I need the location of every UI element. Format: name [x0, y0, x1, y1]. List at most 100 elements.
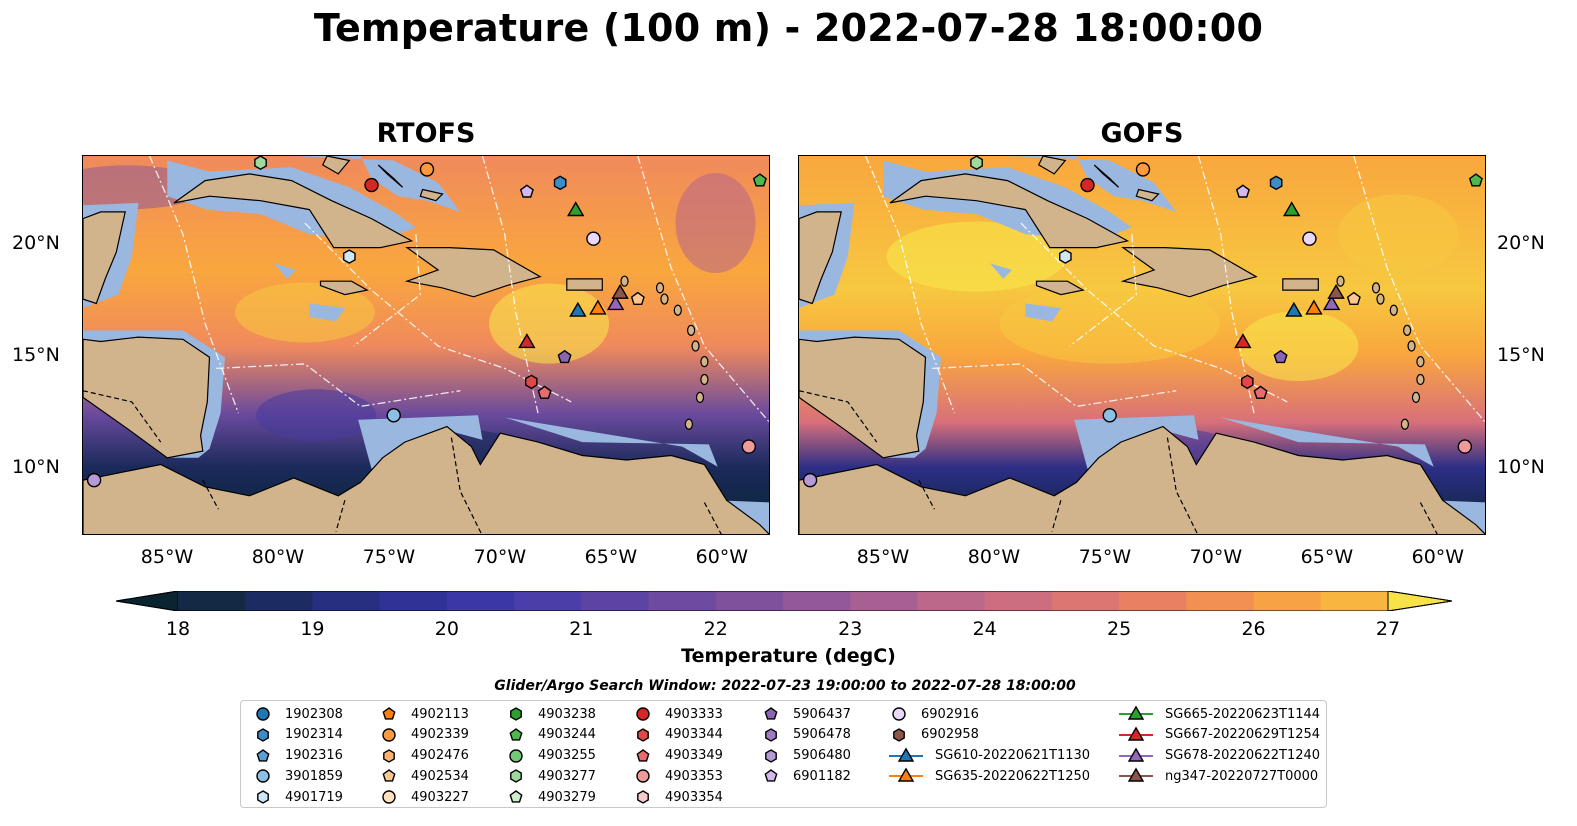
legend-marker-icon: [509, 727, 523, 741]
legend-item: 1902314: [253, 725, 343, 745]
legend-shape: [383, 748, 395, 763]
colorbar-segment: [1186, 591, 1255, 611]
legend-item: 4903333: [633, 704, 723, 724]
observation-marker: [518, 333, 536, 349]
legend-marker-icon: [889, 767, 923, 783]
lon-tick-label: 80°W: [967, 546, 1021, 568]
legend-shape: [382, 790, 396, 804]
observation-marker: [86, 472, 102, 488]
legend-item: 1902308: [253, 704, 343, 724]
temperature-anomaly: [234, 282, 375, 343]
legend-marker-icon: [1119, 726, 1153, 741]
observation-marker: [519, 184, 534, 198]
land-island: [691, 340, 700, 352]
legend-marker-icon: [636, 769, 650, 784]
observation-marker: [1282, 201, 1301, 217]
colorbar-segment: [984, 591, 1053, 611]
shallow-shelf: [1074, 415, 1199, 469]
observation-marker: [630, 291, 645, 306]
legend-shape: [892, 707, 906, 721]
observation-marker: [1305, 299, 1323, 315]
legend-item: 6901182: [761, 766, 851, 786]
map-svg-gofs: [799, 156, 1485, 534]
legend-marker-icon: [1119, 747, 1153, 762]
temperature-anomaly: [999, 283, 1220, 364]
country-border: [918, 479, 935, 510]
legend-marker-icon: [382, 707, 396, 720]
legend-label: 4902534: [411, 768, 469, 784]
legend-item: 4903244: [506, 725, 596, 745]
country-border: [1166, 437, 1199, 534]
legend-shape: [764, 707, 778, 720]
observation-marker: [1235, 184, 1250, 198]
observation-marker: [1269, 175, 1283, 191]
legend-label: 4903344: [665, 727, 723, 743]
colorbar-segment: [581, 591, 650, 611]
shallow-shelf: [1025, 303, 1061, 322]
observation-marker: [970, 156, 983, 171]
observation-marker: [586, 231, 601, 246]
legend-marker-icon: [382, 790, 396, 804]
observation-marker: [254, 156, 267, 171]
legend-triangle: [1127, 767, 1145, 783]
legend-marker-icon: [510, 769, 522, 784]
land-jamaica: [1035, 280, 1085, 296]
legend-shape: [509, 727, 523, 741]
eez-boundary: [1069, 234, 1137, 347]
colorbar-segment: [1119, 591, 1187, 611]
legend-label: 6902958: [921, 727, 979, 743]
legend-triangle: [1127, 747, 1145, 762]
eez-boundary: [1197, 156, 1255, 414]
observation-marker: [566, 201, 585, 217]
colorbar-tick-label: 21: [569, 618, 594, 640]
legend-shape: [765, 748, 777, 763]
legend: 1902308 1902314 1902316 3901859 4901719 49021…: [240, 700, 1327, 808]
colorbar-segment: [1253, 591, 1322, 611]
legend-label: 4903333: [665, 706, 723, 722]
colorbar: [115, 590, 1453, 612]
legend-label: ng347-20220727T0000: [1165, 768, 1319, 784]
land-island: [1407, 340, 1416, 352]
legend-label: 4902113: [411, 706, 469, 722]
legend-item: SG635-20220622T1250: [889, 766, 1090, 786]
country-border: [1051, 500, 1062, 532]
colorbar-segment: [715, 591, 784, 611]
legend-shape: [382, 769, 396, 782]
legend-item: 6902958: [889, 725, 979, 745]
observation-marker: [802, 472, 818, 488]
legend-marker-icon: [510, 707, 522, 721]
legend-label: 4903244: [538, 727, 596, 743]
land-island: [700, 373, 709, 386]
lon-tick-label: 60°W: [1411, 546, 1465, 568]
lat-tick-label: 15°N: [1497, 344, 1545, 367]
observation-marker: [1273, 349, 1288, 364]
legend-item: 4903227: [379, 787, 469, 807]
land-southAmerica: [83, 425, 769, 534]
legend-label: 4903227: [411, 789, 469, 805]
observation-marker: [1285, 301, 1303, 317]
legend-label: 6902916: [921, 706, 979, 722]
legend-item: 4903353: [633, 766, 723, 786]
map-panel-rtofs: [82, 155, 770, 535]
country-border: [799, 390, 878, 443]
legend-shape: [509, 748, 523, 763]
lat-tick-label: 20°N: [1497, 232, 1545, 255]
colorbar-tick-label: 23: [838, 618, 863, 640]
colorbar-segment: [850, 591, 918, 611]
legend-triangle: [897, 767, 915, 783]
shallow-shelf: [989, 263, 1013, 279]
land-puertoRico: [1282, 278, 1319, 291]
land-yucatan: [799, 211, 842, 305]
panel-title-gofs: GOFS: [1100, 118, 1184, 149]
legend-marker-icon: [637, 790, 649, 804]
legend-item: SG678-20220622T1240: [1119, 746, 1320, 766]
legend-item: 1902316: [253, 746, 343, 766]
land-bahamas2: [1093, 164, 1120, 188]
colorbar-tick-label: 24: [972, 618, 997, 640]
observation-marker: [1457, 439, 1473, 454]
legend-label: 3901859: [285, 768, 343, 784]
observation-marker: [1346, 291, 1361, 306]
map-svg-rtofs: [83, 156, 769, 534]
legend-marker-icon: [765, 727, 777, 742]
country-border: [335, 500, 346, 532]
